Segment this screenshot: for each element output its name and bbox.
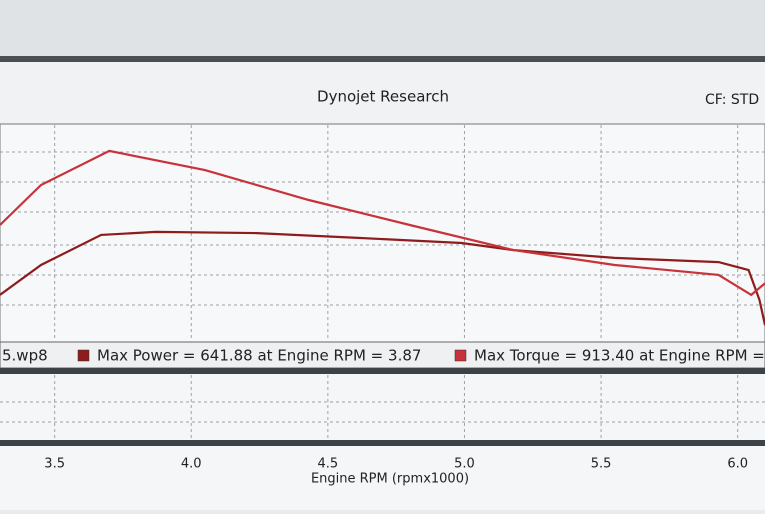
series-line [0,230,765,326]
separator [0,368,765,374]
x-tick-label: 4.0 [181,457,202,472]
x-tick-label: 3.5 [44,457,65,472]
legend-label: Max Torque = 913.40 at Engine RPM = [474,347,765,365]
x-tick-label: 6.0 [727,457,748,472]
chart-subtitle: CF: STD [705,92,759,108]
x-tick-label: 4.5 [318,457,339,472]
chart-title: Dynojet Research [317,88,449,106]
top-bar [0,56,765,62]
x-tick-label: 5.0 [454,457,475,472]
legend-swatch [454,349,467,362]
plot-area [0,123,765,343]
bezel [0,0,765,58]
h-grid [0,151,765,423]
legend-bar [0,341,765,369]
x-axis-bar [0,440,765,446]
x-axis-label: Engine RPM (rpmx1000) [311,472,469,487]
legend-label: Max Power = 641.88 at Engine RPM = 3.87 [97,347,421,365]
x-tick-label: 5.5 [591,457,612,472]
file-label: 5.wp8 [2,347,48,365]
legend-swatch [77,349,90,362]
series-line [0,149,765,297]
title-bar [0,62,765,124]
